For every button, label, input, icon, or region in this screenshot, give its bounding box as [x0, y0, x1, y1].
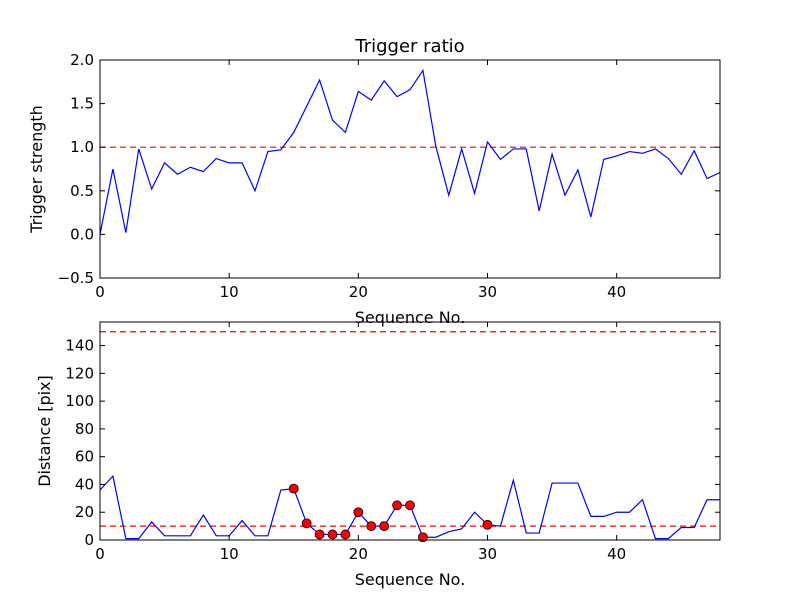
y-tick-label: 0.0	[70, 225, 94, 243]
x-tick-label: 10	[220, 283, 239, 301]
trigger-ratio-chart: 0 10 20 30 40 −0.5 0.0 0.5 1.0 1.5 2.0 Trigger rati…	[27, 36, 721, 327]
y-tick-label: 140	[65, 337, 94, 355]
data-point-marker	[366, 521, 377, 532]
data-point-marker	[392, 500, 402, 511]
x-tick-label: 40	[607, 545, 626, 563]
x-axis-label: Sequence No.	[355, 308, 466, 327]
x-tick-label: 0	[95, 545, 105, 563]
y-tick-label: −0.5	[58, 269, 94, 287]
data-point-marker	[418, 532, 428, 543]
distance-chart: 0 10 20 30 40 0 20 40 60 80 100 120 140 Sequence No. D…	[35, 321, 721, 589]
x-tick-label: 0	[95, 283, 105, 301]
axes-frame	[99, 321, 721, 541]
y-tick-label: 2.0	[70, 51, 94, 69]
y-tick-label: 0	[84, 531, 94, 549]
data-point-marker	[405, 500, 415, 511]
y-tick-label: 60	[75, 448, 94, 466]
y-tick-label: 120	[65, 364, 94, 382]
data-point-marker	[353, 507, 364, 518]
x-tick-label: 20	[349, 545, 368, 563]
y-tick-label: 1.0	[70, 138, 94, 156]
x-tick-label: 10	[220, 545, 239, 563]
y-tick-label: 80	[75, 420, 94, 438]
x-tick-label: 40	[607, 283, 626, 301]
data-point-marker	[379, 521, 390, 532]
y-tick-label: 1.5	[70, 95, 94, 113]
x-tick-label: 30	[478, 545, 497, 563]
chart-title: Trigger ratio	[354, 36, 464, 57]
data-point-marker	[340, 529, 351, 540]
data-point-marker	[301, 518, 312, 529]
data-point-marker	[482, 519, 493, 530]
data-point-marker	[314, 529, 325, 540]
data-point-marker	[327, 529, 338, 540]
series-line	[99, 68, 721, 235]
y-tick-label: 40	[75, 475, 94, 493]
data-point-marker	[288, 483, 299, 494]
y-axis-label: Trigger strength	[27, 105, 46, 234]
x-tick-label: 30	[478, 283, 497, 301]
axes-frame	[99, 59, 721, 279]
y-tick-label: 0.5	[70, 182, 94, 200]
y-tick-label: 100	[65, 392, 94, 410]
x-tick-label: 20	[349, 283, 368, 301]
y-tick-label: 20	[75, 503, 94, 521]
y-axis-label: Distance [pix]	[35, 375, 54, 487]
x-axis-label: Sequence No.	[355, 570, 466, 589]
